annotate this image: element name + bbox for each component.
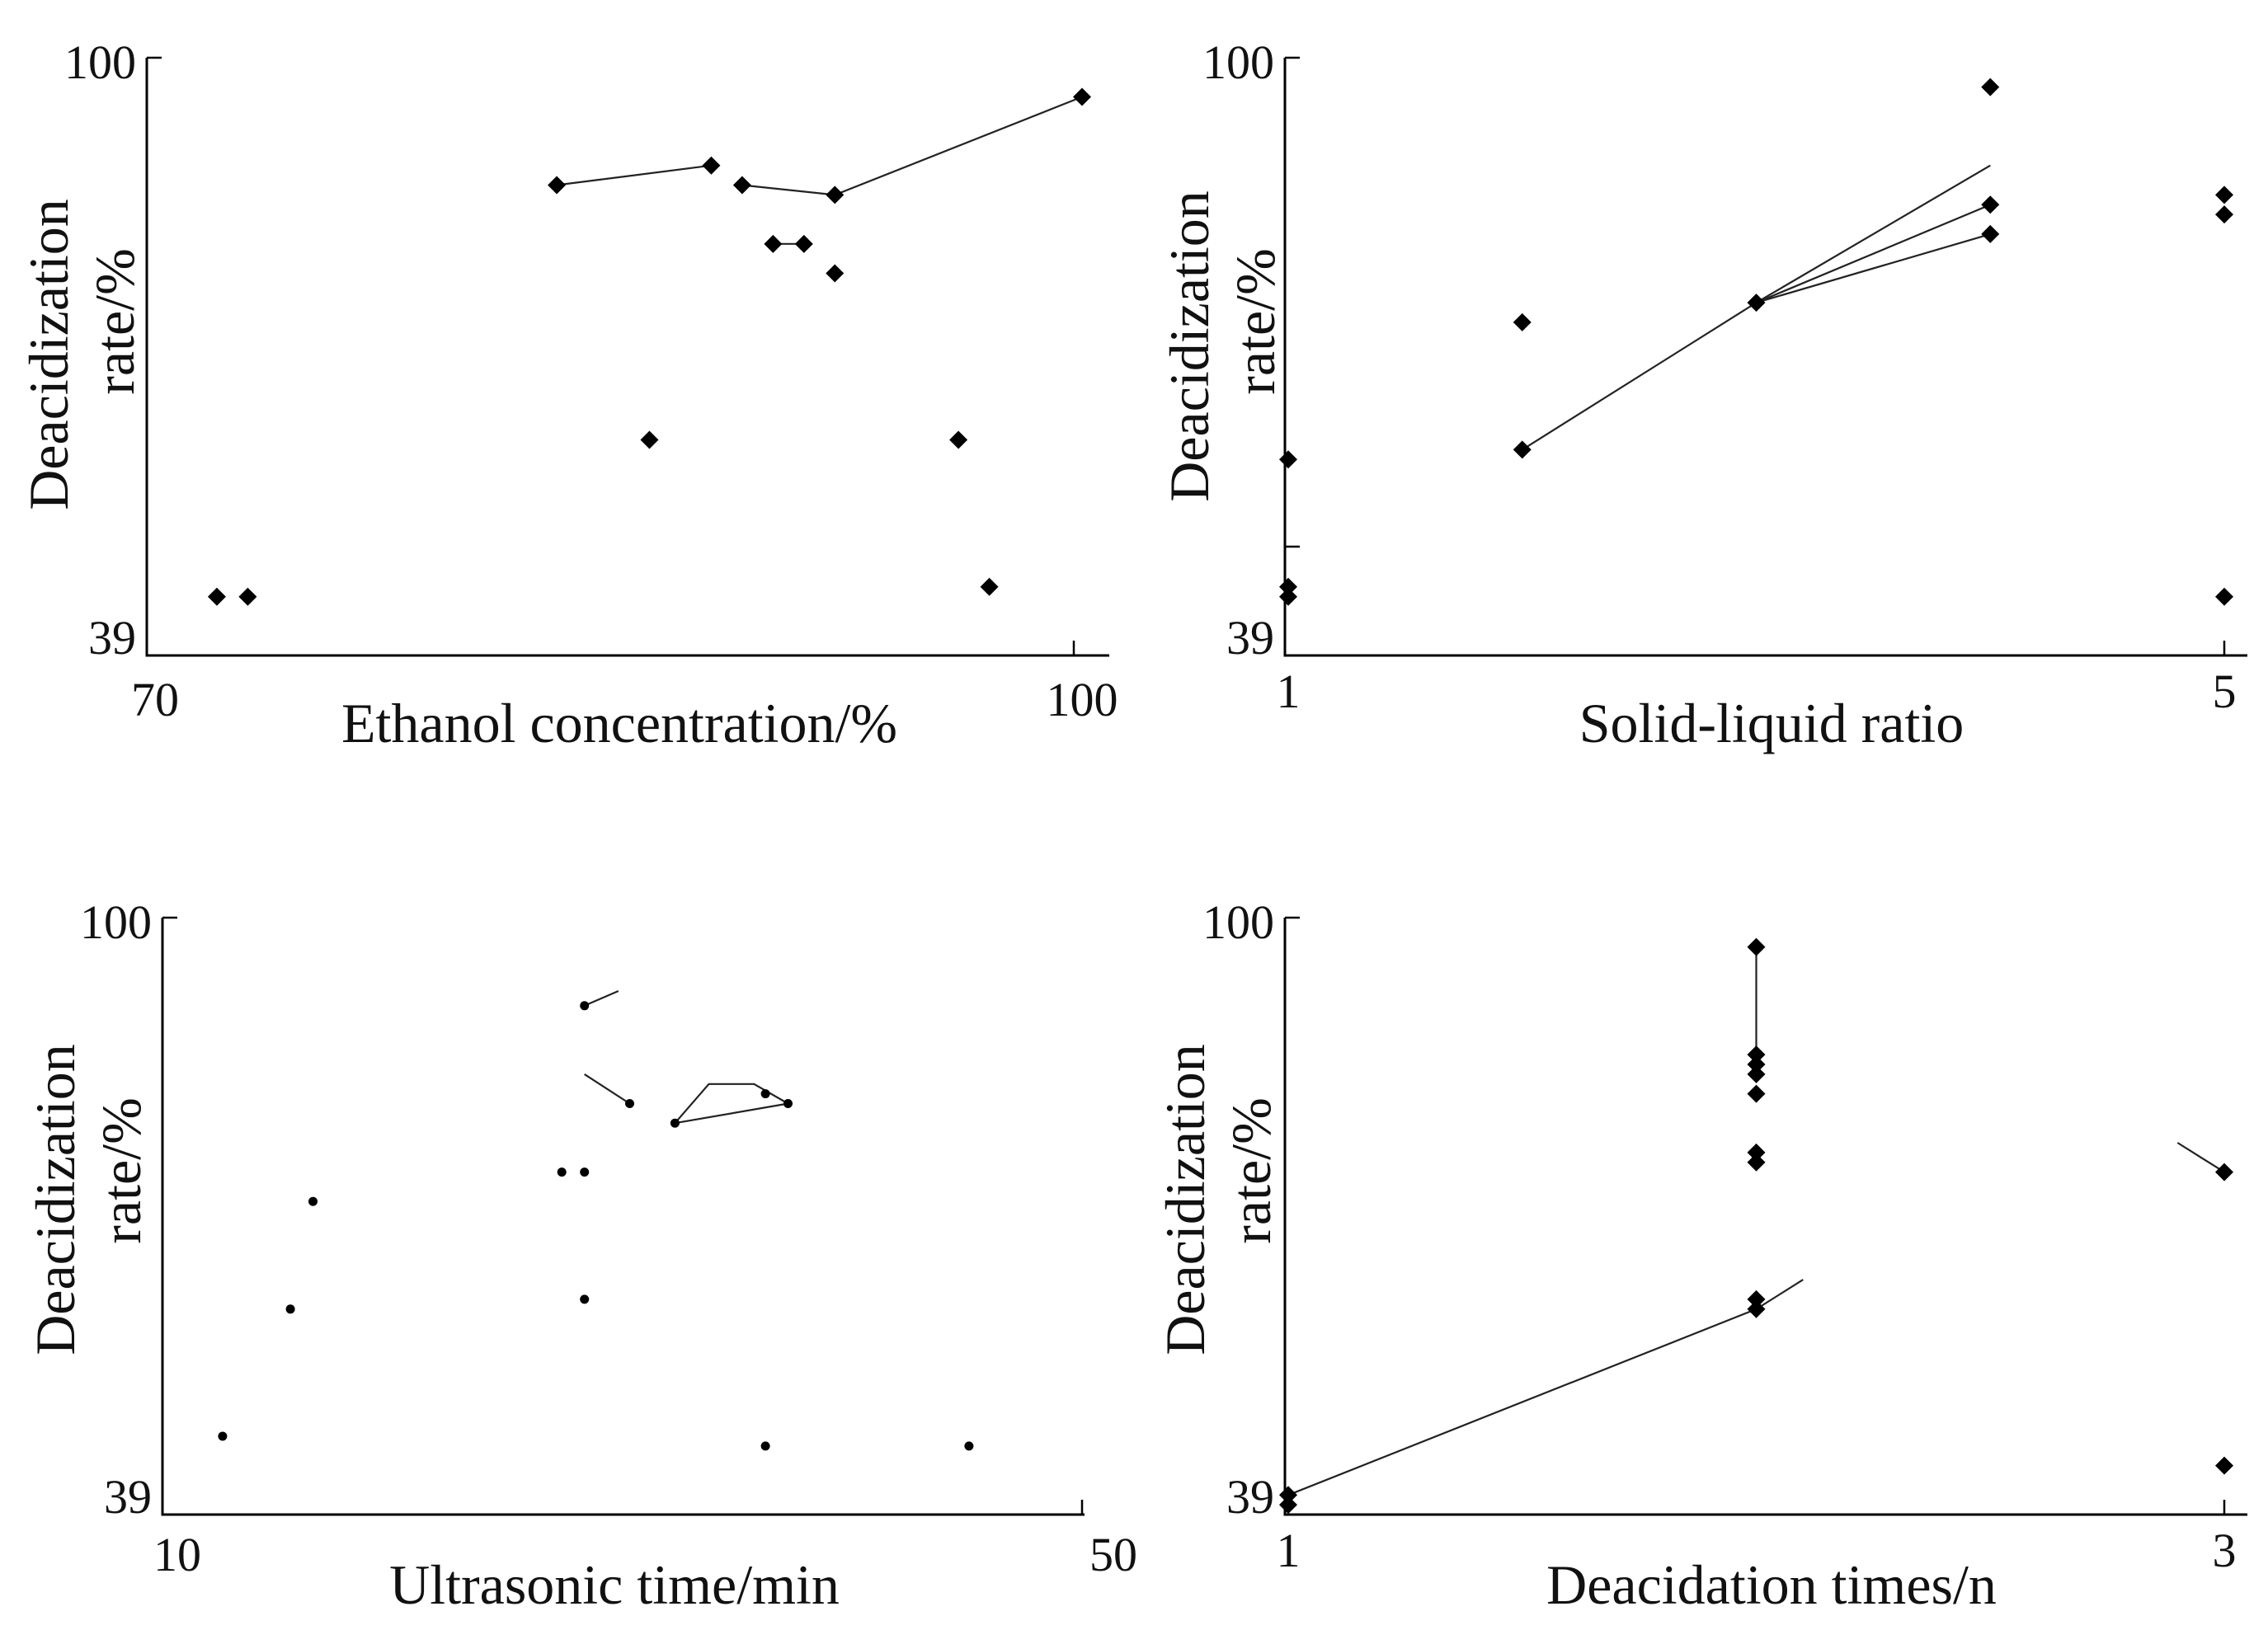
data-point-9 <box>670 1118 680 1128</box>
y-axis-title-line2: rate/% <box>1224 248 1287 394</box>
data-point-6 <box>580 1294 590 1304</box>
data-point-3 <box>548 176 567 195</box>
data-point-3 <box>1747 937 1766 956</box>
series-line-3 <box>675 1102 788 1125</box>
series-line-2 <box>1756 204 1991 304</box>
y-axis-title-line1: Deacidization <box>17 199 80 510</box>
data-point-7 <box>1981 78 2000 96</box>
y-axis-title-line1: Deacidization <box>1158 190 1221 502</box>
data-point-12 <box>2215 587 2233 606</box>
data-point-5 <box>1747 1055 1766 1074</box>
y-axis-title-line1: Deacidization <box>24 1044 87 1355</box>
data-point-11 <box>760 1089 770 1099</box>
data-point-4 <box>640 430 659 449</box>
data-point-6 <box>1747 294 1766 312</box>
series-line-4 <box>674 1083 789 1124</box>
series-lines <box>584 989 789 1125</box>
data-point-5 <box>580 1167 590 1177</box>
data-point-8 <box>625 1099 634 1108</box>
y-axis-title-line2: rate/% <box>90 1097 153 1243</box>
x-axis-title: Solid-liquid ratio <box>1579 692 1965 754</box>
data-point-1 <box>218 1431 228 1441</box>
panel-solid-liquid: 100 39 1 5 Solid-liquid ratio Deacidizat… <box>1158 35 2247 754</box>
data-point-2 <box>238 587 257 606</box>
data-point-13 <box>964 1441 974 1451</box>
data-points <box>1279 937 2233 1515</box>
axes-frame <box>145 58 1109 657</box>
x-axis-title: Ethanol concentration/% <box>341 692 897 754</box>
y-tick-label-top: 100 <box>80 895 152 949</box>
data-point-10 <box>2215 186 2233 204</box>
data-point-10 <box>1747 1289 1766 1308</box>
data-point-7 <box>580 1001 590 1011</box>
x-tick-label-end: 3 <box>2213 1524 2237 1577</box>
x-tick-label-end: 5 <box>2213 665 2237 718</box>
x-tick-label-start: 1 <box>1277 1524 1301 1577</box>
data-point-2 <box>285 1304 295 1314</box>
y-tick-label-bottom: 39 <box>88 611 136 665</box>
data-point-9 <box>1747 1153 1766 1172</box>
data-point-6 <box>732 176 751 195</box>
x-tick-label-start: 10 <box>153 1528 201 1581</box>
data-point-6 <box>1747 1064 1766 1083</box>
data-point-11 <box>1747 1299 1766 1318</box>
data-point-13 <box>1073 87 1091 106</box>
data-point-13 <box>2215 1456 2233 1475</box>
panel-ultrasonic: 100 39 10 50 Ultrasonic time/min Deacidi… <box>24 895 1137 1616</box>
data-point-8 <box>1981 195 2000 214</box>
data-point-7 <box>1747 1084 1766 1103</box>
x-tick-label-end: 50 <box>1089 1528 1137 1581</box>
data-point-12 <box>980 577 999 596</box>
axes-frame <box>161 918 1085 1516</box>
x-tick-label-start: 70 <box>131 673 179 726</box>
y-tick-label-bottom: 39 <box>1226 1470 1274 1524</box>
data-point-12 <box>2215 1163 2233 1181</box>
y-tick-label-top: 100 <box>64 35 136 89</box>
data-point-4 <box>557 1167 567 1177</box>
series-line-1 <box>556 164 712 186</box>
data-point-4 <box>1513 312 1532 331</box>
data-point-12 <box>783 1099 793 1108</box>
data-point-11 <box>949 430 968 449</box>
x-axis-title: Ultrasonic time/min <box>389 1553 840 1616</box>
data-point-7 <box>764 234 783 253</box>
data-points <box>218 1001 974 1451</box>
x-axis-title: Deacidation times/n <box>1546 1553 1997 1616</box>
data-point-9 <box>826 186 845 204</box>
y-tick-label-top: 100 <box>1202 35 1274 89</box>
panel-deacidation-times: 100 39 1 3 Deacidation times/n Deacidiza… <box>1154 895 2247 1616</box>
y-tick-label-bottom: 39 <box>1226 611 1274 665</box>
x-tick-label-start: 1 <box>1277 665 1301 718</box>
y-axis-title-line2: rate/% <box>83 248 146 394</box>
y-axis-title-line1: Deacidization <box>1154 1044 1216 1355</box>
data-point-8 <box>1747 1143 1766 1162</box>
data-point-3 <box>308 1196 318 1206</box>
series-line-3 <box>1756 233 1991 304</box>
series-line-1 <box>584 989 619 1007</box>
axes-frame <box>1283 58 2247 657</box>
series-line-3 <box>2176 1142 2225 1173</box>
data-point-10 <box>760 1441 770 1451</box>
data-point-5 <box>702 156 721 175</box>
data-point-10 <box>826 264 845 283</box>
panel-ethanol: 100 39 70 100 Ethanol concentration/% De… <box>17 35 1118 754</box>
y-tick-label-bottom: 39 <box>104 1470 152 1524</box>
axes-frame <box>1283 918 2247 1516</box>
x-tick-label-end: 100 <box>1047 673 1118 726</box>
data-point-8 <box>794 234 813 253</box>
y-axis-title-line2: rate/% <box>1220 1097 1282 1243</box>
data-point-9 <box>1981 224 2000 243</box>
data-points <box>207 87 1091 606</box>
data-point-5 <box>1513 440 1532 459</box>
y-tick-label-top: 100 <box>1202 895 1274 949</box>
data-point-1 <box>207 587 226 606</box>
series-line-2 <box>584 1073 631 1105</box>
data-point-4 <box>1747 1045 1766 1064</box>
data-point-11 <box>2215 205 2233 224</box>
data-points <box>1279 78 2233 606</box>
